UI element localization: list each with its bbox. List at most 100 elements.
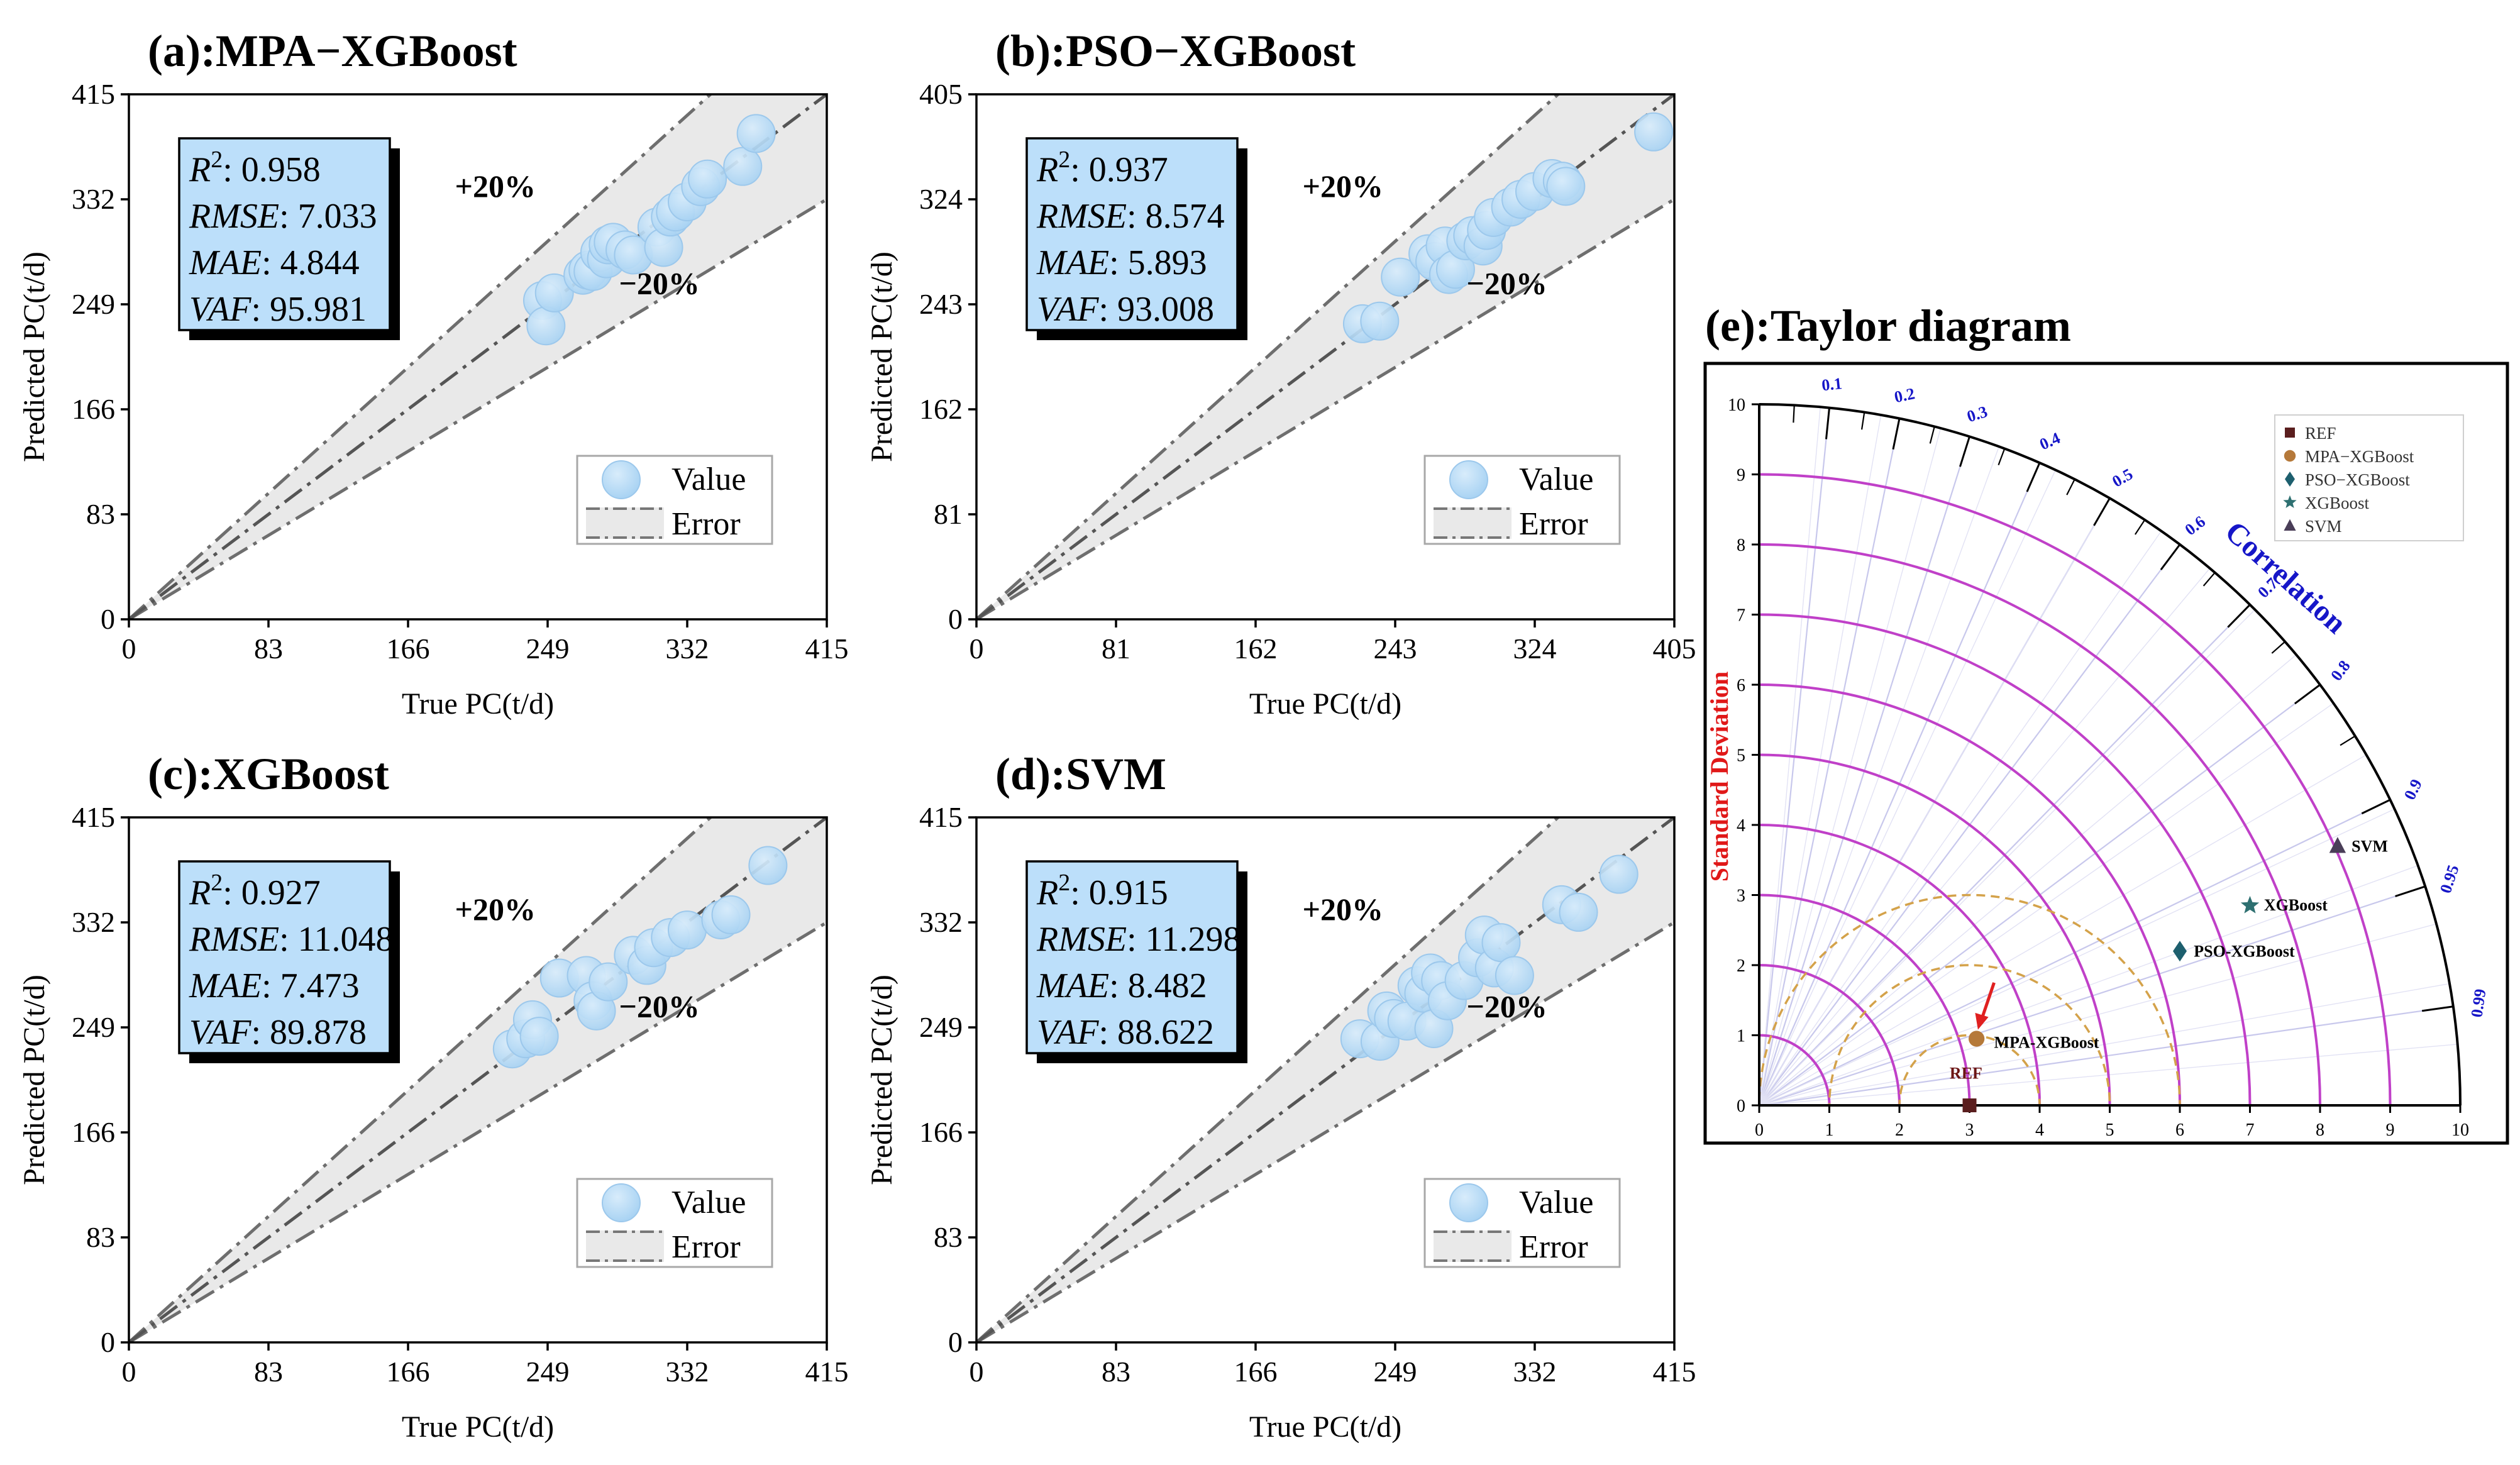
sd-x-label: 7 [2246,1120,2255,1140]
band-upper-label: +20% [455,892,536,927]
x-tick-label: 243 [1374,633,1417,665]
sd-x-label: 6 [2175,1120,2184,1140]
legend-error-label: Error [1519,1229,1588,1265]
y-axis-label: Predicted PC(t/d) [865,975,898,1185]
metric-value: : 0.937 [1070,150,1168,189]
y-tick-label: 166 [72,393,115,425]
sd-x-label: 4 [2035,1120,2044,1140]
taylor-point-mpa-xgboost [1969,1031,1985,1047]
sd-arc [1759,473,2392,1105]
y-tick-label: 415 [919,801,963,833]
corr-minor-tick [1860,412,1865,430]
metric-name: MAE [189,966,262,1005]
metric-name: VAF [1037,290,1099,329]
data-point [534,273,574,312]
y-tick-label: 83 [934,1221,963,1253]
x-tick-label: 0 [970,633,984,665]
metric-text: VAF: 95.981 [189,290,367,329]
y-axis-label: Predicted PC(t/d) [865,252,898,462]
outer-arc [1759,403,2462,1106]
corr-minor-tick [2031,462,2041,480]
sd-arc [1759,613,2252,1105]
panel-a: 00 83 83 166 166 249 249 332 332 415 415 (a):MPA−XG… [18,26,849,721]
x-tick-label: 162 [1234,633,1278,665]
x-tick-label: 415 [805,633,849,665]
x-tick-label: 83 [254,1356,283,1388]
x-tick-label: 0 [122,633,136,665]
y-axis-label: Predicted PC(t/d) [18,975,51,1185]
metric-text: VAF: 88.622 [1037,1013,1214,1052]
y-tick-label: 83 [86,1221,115,1253]
data-point [519,1017,559,1056]
legend-value-label: Value [671,462,746,497]
corr-minor-tick [1895,418,1901,436]
corr-minor-tick [2306,684,2321,696]
data-point [723,146,763,186]
sd-x-label: 1 [1825,1120,1834,1140]
sd-x-label: 3 [1965,1120,1974,1140]
corr-minor-tick [1998,448,2006,466]
x-tick-label: 249 [1374,1356,1417,1388]
data-point [1360,301,1400,341]
points [1340,854,1639,1061]
metric-text: RMSE: 11.298 [1036,920,1241,959]
corr-minor-tick [2340,735,2356,746]
metric-text: R2: 0.937 [1036,146,1168,189]
metric-sup: 2 [1058,870,1070,896]
y-tick-label: 415 [72,801,115,833]
metric-value: : 8.574 [1127,197,1225,236]
metric-value: : 11.048 [279,920,393,959]
y-tick-label: 324 [919,183,963,215]
sd-y-label: 9 [1737,466,1745,485]
x-tick-label: 0 [122,1356,136,1388]
legend-error-swatch [586,507,664,539]
plot-frame [975,93,1676,621]
sd-arc [1759,964,1901,1105]
points [1342,112,1674,343]
metric-sup: 2 [211,146,223,173]
data-point [1381,257,1420,297]
taylor-legend-label: MPA−XGBoost [2305,447,2414,466]
taylor-legend-label: REF [2305,424,2336,443]
band-lower-label: −20% [1466,988,1547,1024]
upper-20-line [976,817,1561,1342]
y-tick-label: 0 [948,1326,963,1358]
metric-text: MAE: 8.482 [1036,966,1207,1005]
panel-title: (a):MPA−XGBoost [148,26,517,76]
band-lower-label: −20% [619,988,700,1024]
data-point [688,159,727,199]
sd-y-label: 6 [1737,676,1745,695]
xgb-label: XGBoost [2264,896,2328,914]
band-lower-label: −20% [1466,265,1547,301]
sd-y-label: 4 [1737,816,1745,836]
taylor-point-xgboost [2240,895,2260,914]
legend-value-marker [1449,1183,1488,1222]
x-tick-label: 249 [526,1356,570,1388]
data-point [1546,167,1586,206]
x-tick-label: 166 [387,633,430,665]
data-point [711,895,751,934]
sd-x-label: 9 [2386,1120,2395,1140]
plot-frame [128,816,828,1344]
legend-error-label: Error [671,506,741,542]
metric-name: R [1036,150,1058,189]
x-tick-label: 0 [970,1356,984,1388]
x-tick-label: 83 [1102,1356,1130,1388]
band-upper-label: +20% [1303,892,1384,927]
taylor-title: (e):Taylor diagram [1705,301,2071,351]
metric-value: : 95.981 [251,290,367,329]
data-point [736,114,776,153]
metric-name: R [189,873,211,912]
data-point [1634,112,1674,152]
y-axis-label: Predicted PC(t/d) [18,252,51,462]
sd-arc [1759,683,2181,1105]
corr-minor-tick [1929,426,1935,444]
data-point [748,846,788,885]
metric-name: MAE [189,243,262,282]
taylor-legend-label: PSO−XGBoost [2305,470,2410,489]
metric-name: R [189,150,211,189]
sd-arc [1759,753,2111,1105]
panel-b: 00 81 81 162 162 243 243 324 324 405 405 (b):PSO−XG… [865,26,1696,721]
plot-frame [975,816,1676,1344]
sd-y-label: 10 [1728,395,1745,415]
